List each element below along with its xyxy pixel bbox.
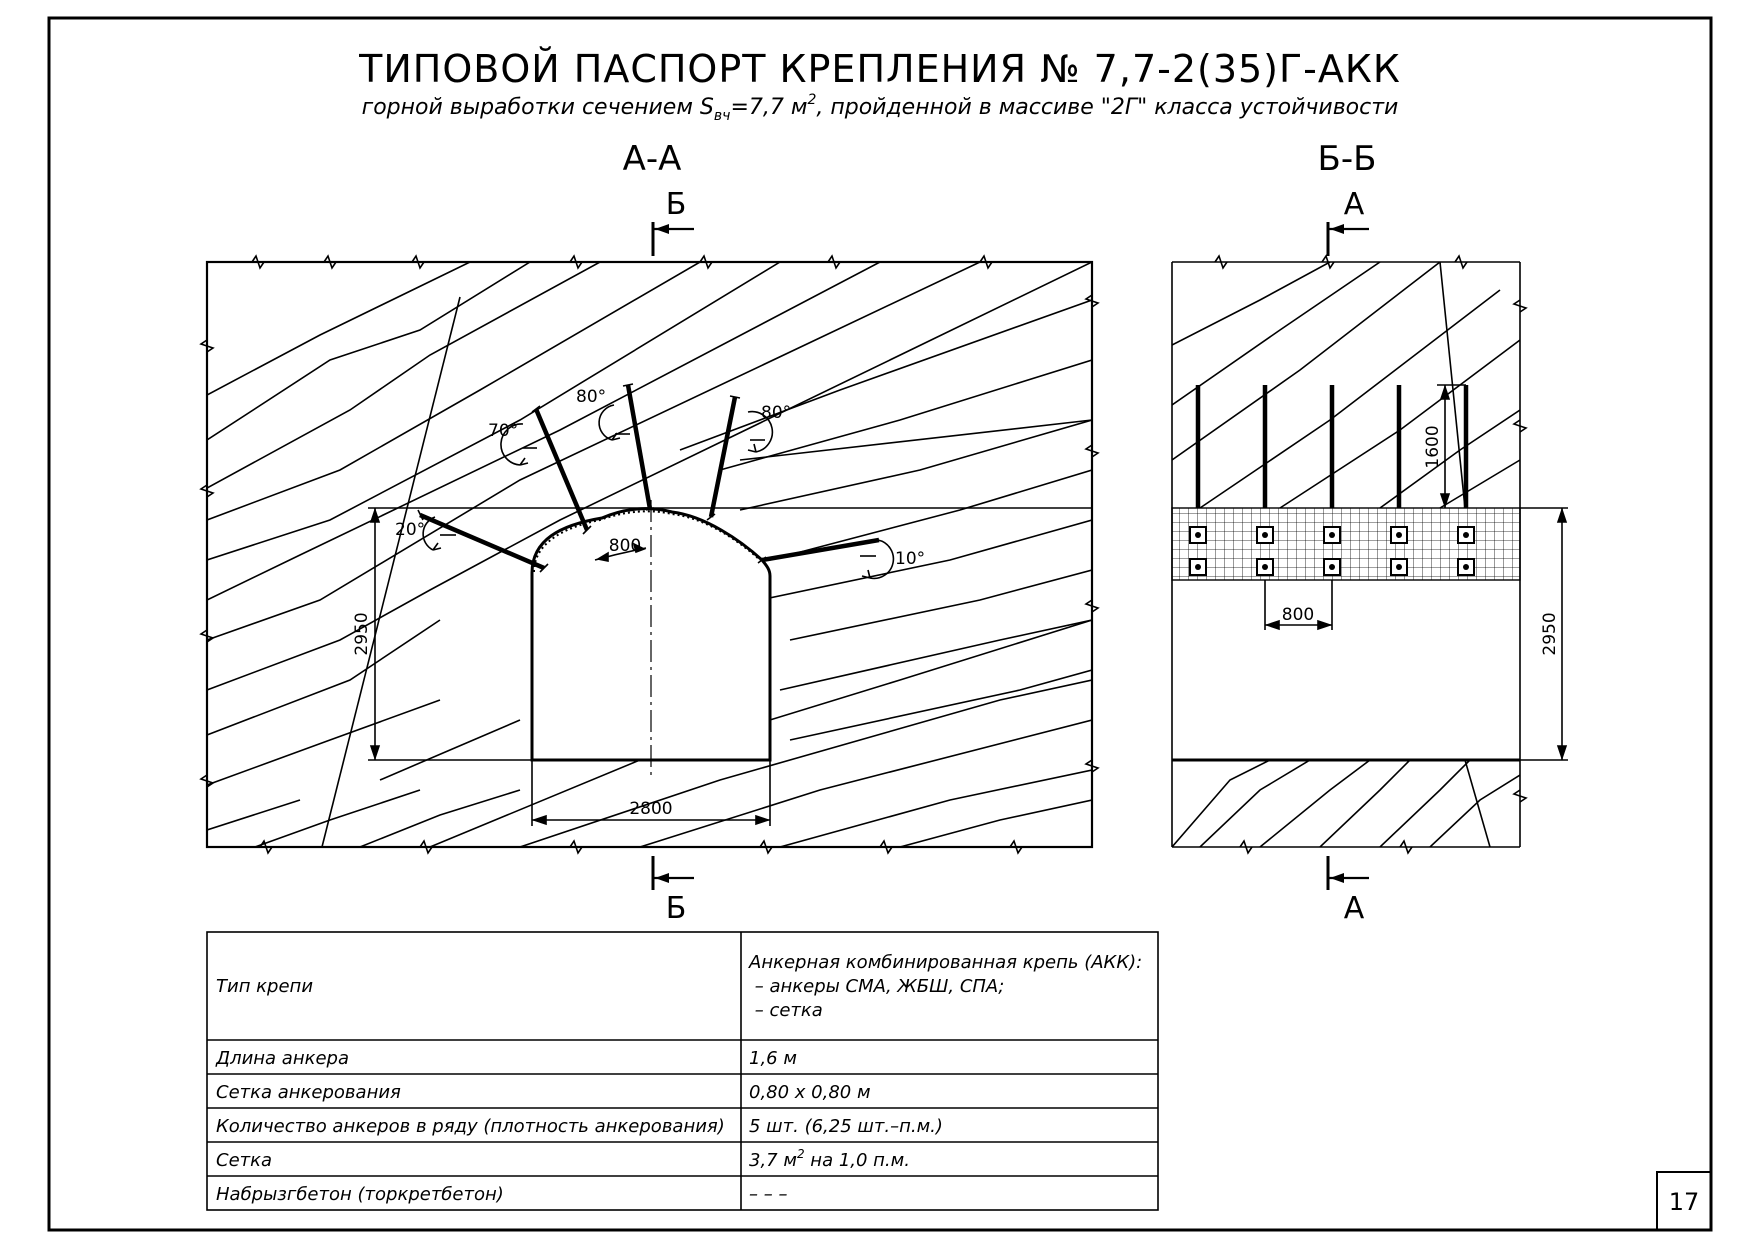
table-row-value: – – – [749, 1184, 787, 1205]
dimension-height-bb-label: 2950 [1540, 612, 1560, 655]
dimension-height-bb [1520, 507, 1568, 761]
anchor-right-low [761, 537, 880, 563]
section-bb-label: Б-Б [1318, 139, 1377, 179]
table-row-value: 1,6 м [749, 1048, 797, 1069]
page-title: ТИПОВОЙ ПАСПОРТ КРЕПЛЕНИЯ № 7,7-2(35)Г-А… [358, 47, 1401, 91]
table-row-label: Количество анкеров в ряду (плотность анк… [216, 1116, 725, 1137]
table-row-label: Длина анкера [215, 1048, 349, 1069]
anchors-bb [1195, 385, 1469, 508]
dimension-spacing-bb [1264, 580, 1333, 631]
cut-marker-bottom-bb: А [1326, 856, 1369, 926]
anchor-left-mid [533, 408, 590, 531]
angle-label-left-low: 20° [395, 520, 425, 540]
table-row-label: Набрызгбетон (торкретбетон) [216, 1184, 504, 1205]
section-aa-label: А-А [623, 139, 682, 179]
table-row-value: 5 шт. (6,25 шт.–п.м.) [749, 1116, 943, 1137]
anchor-right-mid [708, 396, 738, 518]
svg-text:А: А [1344, 187, 1365, 222]
angle-label-right-low: 10° [895, 549, 925, 569]
angle-label-crown: 80° [576, 387, 606, 407]
anchor-plates-bb [1189, 526, 1475, 576]
page-subtitle: горной выработки сечением Sвч=7,7 м2, пр… [362, 92, 1399, 124]
page-number-box: 17 [1656, 1171, 1712, 1231]
outer-frame [47, 16, 1713, 1232]
anchor-crown [625, 384, 653, 510]
table-row-value: 3,7 м2 на 1,0 п.м. [749, 1147, 910, 1171]
support-specification-table: Тип крепи Анкерная комбинированная крепь… [206, 931, 1159, 1211]
cut-marker-bottom-aa: Б [651, 856, 694, 926]
cut-marker-top-bb: А [1326, 187, 1369, 256]
table-row-label: Сетка [216, 1150, 272, 1171]
dimension-anchor-length-bb [1437, 384, 1466, 509]
angle-label-left-mid: 70° [488, 421, 518, 441]
anchor-left-low [419, 512, 545, 571]
dimension-height-aa-label: 2950 [352, 612, 372, 655]
dimension-width-aa-label: 2800 [629, 799, 672, 819]
table-row-value: Анкерная комбинированная крепь (АКК): [748, 952, 1142, 973]
dimension-spacing-aa [594, 542, 647, 562]
angle-annotations-aa [422, 404, 895, 580]
svg-text:Б: Б [666, 891, 687, 926]
page-number: 17 [1669, 1188, 1700, 1216]
tunnel-profile-aa [530, 500, 772, 778]
dimension-height-aa [368, 507, 1092, 761]
svg-text:А: А [1344, 891, 1365, 926]
cut-marker-top-aa: Б [651, 187, 694, 256]
table-row-value: – сетка [749, 1000, 823, 1021]
table-row-label: Тип крепи [216, 976, 313, 997]
dimension-spacing-aa-label: 800 [609, 536, 641, 556]
anchors-aa [417, 383, 880, 573]
dimension-spacing-bb-label: 800 [1282, 605, 1314, 625]
angle-label-right-mid: 80° [761, 403, 791, 423]
table-row-label: Сетка анкерования [216, 1082, 401, 1103]
dimension-width-aa [531, 760, 771, 826]
table-row-value: 0,80 x 0,80 м [749, 1082, 871, 1103]
table-row-value: – анкеры СМА, ЖБШ, СПА; [749, 976, 1004, 997]
svg-text:Б: Б [666, 187, 687, 222]
dimension-anchor-length-bb-label: 1600 [1423, 425, 1443, 468]
